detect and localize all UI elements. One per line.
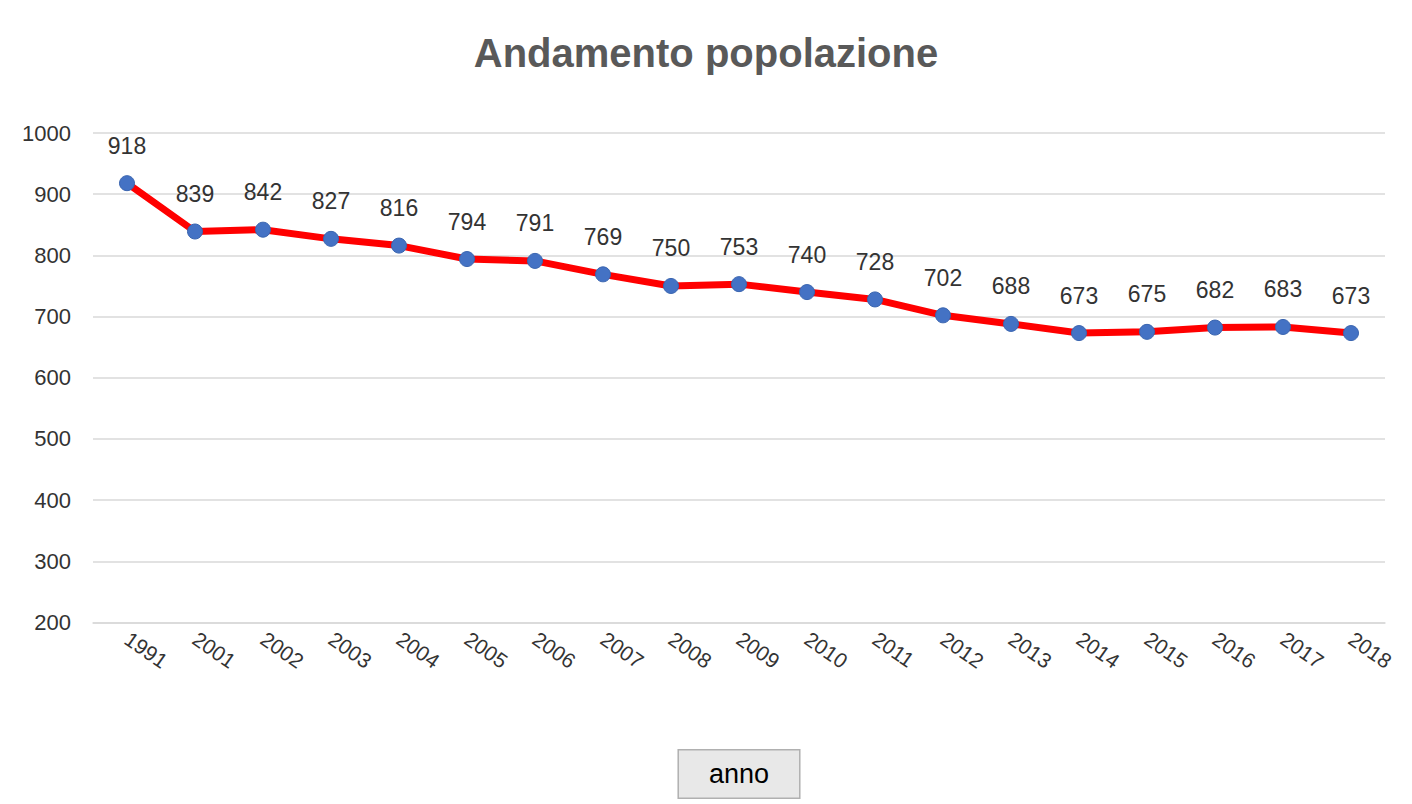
svg-text:839: 839: [176, 181, 214, 207]
svg-text:2001: 2001: [188, 627, 239, 673]
svg-text:900: 900: [34, 182, 71, 207]
svg-text:2017: 2017: [1276, 627, 1327, 673]
svg-text:2018: 2018: [1344, 627, 1395, 673]
svg-text:200: 200: [34, 610, 71, 635]
svg-text:800: 800: [34, 243, 71, 268]
svg-text:750: 750: [652, 235, 690, 261]
svg-text:1991: 1991: [120, 627, 171, 673]
svg-text:673: 673: [1332, 283, 1370, 309]
svg-text:753: 753: [720, 234, 758, 260]
svg-text:500: 500: [34, 426, 71, 451]
svg-text:2012: 2012: [936, 627, 987, 673]
svg-text:769: 769: [584, 224, 622, 250]
svg-text:682: 682: [1196, 277, 1234, 303]
svg-text:2007: 2007: [596, 627, 647, 673]
svg-text:842: 842: [244, 179, 282, 205]
svg-text:794: 794: [448, 209, 487, 235]
svg-text:740: 740: [788, 242, 826, 268]
svg-text:673: 673: [1060, 283, 1098, 309]
svg-text:1000: 1000: [22, 121, 71, 146]
svg-text:918: 918: [108, 133, 146, 159]
svg-text:2016: 2016: [1208, 627, 1259, 673]
svg-text:2015: 2015: [1140, 627, 1191, 673]
svg-text:anno: anno: [709, 759, 769, 789]
svg-text:688: 688: [992, 273, 1030, 299]
svg-text:683: 683: [1264, 276, 1302, 302]
svg-text:2011: 2011: [868, 627, 918, 672]
svg-text:2004: 2004: [392, 627, 444, 673]
svg-text:700: 700: [34, 304, 71, 329]
svg-text:2002: 2002: [256, 627, 307, 673]
svg-text:2003: 2003: [324, 627, 375, 673]
svg-text:816: 816: [380, 195, 418, 221]
svg-text:400: 400: [34, 488, 71, 513]
svg-text:2009: 2009: [732, 627, 783, 673]
svg-text:300: 300: [34, 549, 71, 574]
svg-text:2008: 2008: [664, 627, 715, 673]
svg-text:600: 600: [34, 365, 71, 390]
svg-text:2006: 2006: [528, 627, 579, 673]
svg-text:2005: 2005: [460, 627, 511, 673]
svg-text:827: 827: [312, 188, 350, 214]
svg-text:2014: 2014: [1072, 627, 1124, 673]
svg-text:Andamento popolazione: Andamento popolazione: [474, 31, 938, 75]
svg-text:728: 728: [856, 249, 894, 275]
svg-text:2010: 2010: [800, 627, 851, 673]
svg-text:702: 702: [924, 265, 962, 291]
svg-text:2013: 2013: [1004, 627, 1055, 673]
svg-text:675: 675: [1128, 281, 1166, 307]
svg-text:791: 791: [516, 210, 554, 236]
